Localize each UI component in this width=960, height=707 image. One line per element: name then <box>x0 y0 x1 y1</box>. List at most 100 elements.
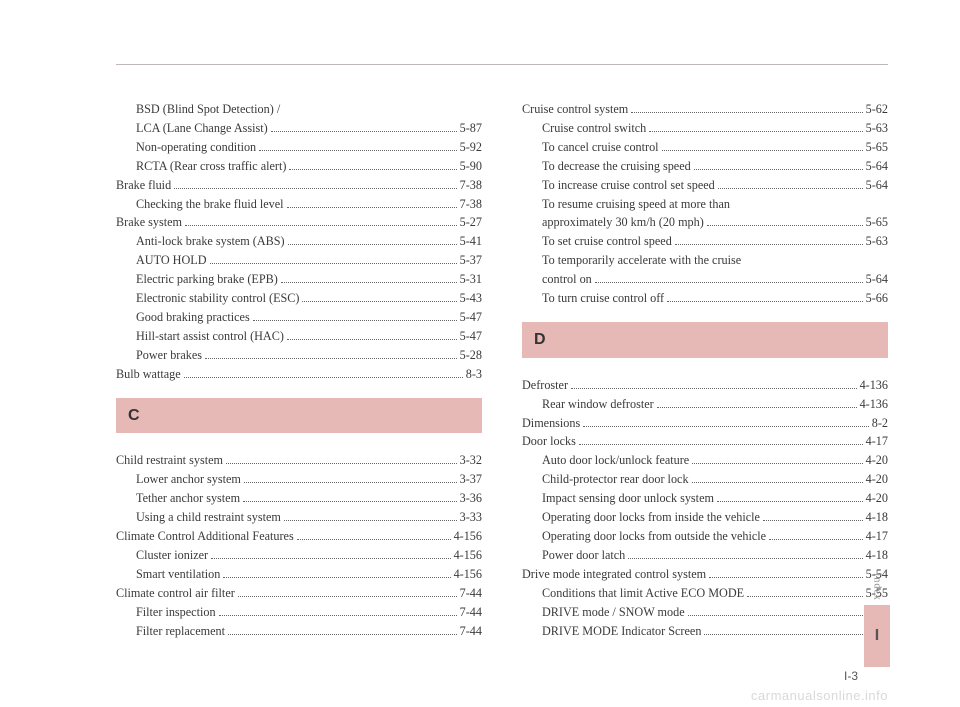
index-entry: Drive mode integrated control system5-54 <box>522 565 888 584</box>
index-entry-page: 5-47 <box>460 308 482 327</box>
leader-dots <box>223 577 450 578</box>
leader-dots <box>628 558 862 559</box>
index-entry: Lower anchor system3-37 <box>116 470 482 489</box>
index-entry-label: Operating door locks from inside the veh… <box>542 508 760 527</box>
leader-dots <box>289 169 456 170</box>
index-entry-page: 5-37 <box>460 251 482 270</box>
side-tab: Index I <box>864 573 890 667</box>
index-entry: AUTO HOLD5-37 <box>116 251 482 270</box>
index-entry-label: Filter replacement <box>136 622 225 641</box>
leader-dots <box>226 463 457 464</box>
index-entry-page: 3-32 <box>460 451 482 470</box>
index-entry-page: 4-156 <box>454 527 482 546</box>
leader-dots <box>281 282 457 283</box>
leader-dots <box>228 634 457 635</box>
index-entry-label: Defroster <box>522 376 568 395</box>
index-entry: To turn cruise control off5-66 <box>522 289 888 308</box>
index-entry-label: To increase cruise control set speed <box>542 176 715 195</box>
index-entry-page: 4-156 <box>454 565 482 584</box>
index-entry-label: DRIVE MODE Indicator Screen <box>542 622 701 641</box>
index-entry-label: RCTA (Rear cross traffic alert) <box>136 157 286 176</box>
index-entry-page: 7-38 <box>460 176 482 195</box>
index-entry-label: Electronic stability control (ESC) <box>136 289 299 308</box>
index-entry-page: 5-47 <box>460 327 482 346</box>
index-entry: Filter replacement 7-44 <box>116 622 482 641</box>
leader-dots <box>718 188 863 189</box>
leader-dots <box>287 207 457 208</box>
leader-dots <box>259 150 457 151</box>
top-rule <box>116 64 888 65</box>
index-entry-label: Power brakes <box>136 346 202 365</box>
index-entry-label: Conditions that limit Active ECO MODE <box>542 584 744 603</box>
index-entry-label: To resume cruising speed at more than <box>542 195 730 214</box>
leader-dots <box>694 169 863 170</box>
index-entry-page: 5-65 <box>866 213 888 232</box>
index-entry: LCA (Lane Change Assist)5-87 <box>116 119 482 138</box>
leader-dots <box>238 596 457 597</box>
index-entry-label: Drive mode integrated control system <box>522 565 706 584</box>
index-entry: Auto door lock/unlock feature4-20 <box>522 451 888 470</box>
leader-dots <box>717 501 863 502</box>
index-entry: Good braking practices5-47 <box>116 308 482 327</box>
index-entry-label: Climate control air filter <box>116 584 235 603</box>
index-entry-page: 4-136 <box>860 395 888 414</box>
index-entry-label: LCA (Lane Change Assist) <box>136 119 268 138</box>
leader-dots <box>595 282 863 283</box>
index-entry-page: 4-18 <box>866 508 888 527</box>
leader-dots <box>631 112 862 113</box>
index-entry: approximately 30 km/h (20 mph) 5-65 <box>522 213 888 232</box>
leader-dots <box>675 244 863 245</box>
index-entry: Climate Control Additional Features4-156 <box>116 527 482 546</box>
leader-dots <box>747 596 863 597</box>
index-entry-page: 5-63 <box>866 119 888 138</box>
index-entry: Dimensions8-2 <box>522 414 888 433</box>
index-entry-page: 5-62 <box>866 100 888 119</box>
index-entry-page: 4-18 <box>866 546 888 565</box>
leader-dots <box>579 444 863 445</box>
watermark: carmanualsonline.info <box>751 688 888 703</box>
leader-dots <box>210 263 457 264</box>
leader-dots <box>692 463 862 464</box>
index-entry: To decrease the cruising speed5-64 <box>522 157 888 176</box>
index-entry-page: 7-44 <box>460 622 482 641</box>
index-entry: Cluster ionizer4-156 <box>116 546 482 565</box>
index-entry-page: 5-92 <box>460 138 482 157</box>
leader-dots <box>583 426 869 427</box>
index-entry-label: DRIVE mode / SNOW mode <box>542 603 685 622</box>
index-entry-page: 5-90 <box>460 157 482 176</box>
index-entry-label: Cruise control system <box>522 100 628 119</box>
leader-dots <box>763 520 863 521</box>
index-entry-page: 3-33 <box>460 508 482 527</box>
leader-dots <box>662 150 863 151</box>
index-entry-label: approximately 30 km/h (20 mph) <box>542 213 704 232</box>
index-entry: Defroster4-136 <box>522 376 888 395</box>
leader-dots <box>657 407 857 408</box>
index-entry: Smart ventilation4-156 <box>116 565 482 584</box>
index-entry-label: To set cruise control speed <box>542 232 672 251</box>
index-entry-label: Electric parking brake (EPB) <box>136 270 278 289</box>
index-entry: Child-protector rear door lock4-20 <box>522 470 888 489</box>
index-entry-page: 4-17 <box>866 527 888 546</box>
index-entry-label: Hill-start assist control (HAC) <box>136 327 284 346</box>
leader-dots <box>284 520 457 521</box>
index-entry: Electric parking brake (EPB)5-31 <box>116 270 482 289</box>
leader-dots <box>253 320 457 321</box>
index-entry-label: Checking the brake fluid level <box>136 195 284 214</box>
leader-dots <box>302 301 456 302</box>
leader-dots <box>184 377 463 378</box>
index-entry-page: 5-64 <box>866 270 888 289</box>
section-header-c: C <box>116 398 482 434</box>
leader-dots <box>211 558 450 559</box>
index-entry-label: Brake system <box>116 213 182 232</box>
index-entry: Power door latch4-18 <box>522 546 888 565</box>
index-entry-page: 7-44 <box>460 584 482 603</box>
index-entry-page: 3-37 <box>460 470 482 489</box>
index-entry-page: 5-63 <box>866 232 888 251</box>
page-number: I-3 <box>844 669 858 683</box>
index-entry: DRIVE mode / SNOW mode5-54 <box>522 603 888 622</box>
index-entry: To set cruise control speed 5-63 <box>522 232 888 251</box>
index-entry: Conditions that limit Active ECO MODE5-5… <box>522 584 888 603</box>
index-entry: Cruise control switch5-63 <box>522 119 888 138</box>
side-tab-letter: I <box>864 605 890 667</box>
index-entry: DRIVE MODE Indicator Screen5-58 <box>522 622 888 641</box>
